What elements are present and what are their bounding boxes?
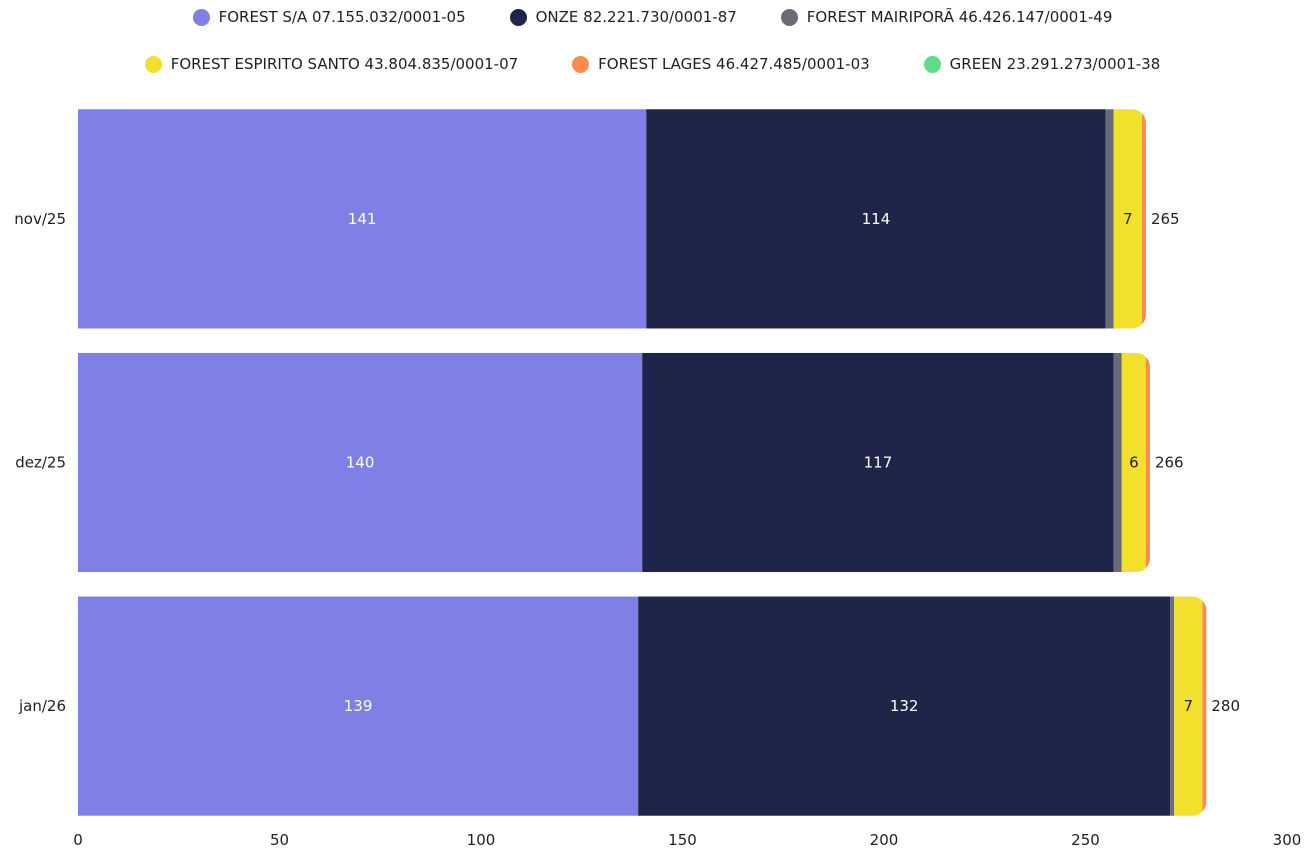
legend-row-2: FOREST ESPIRITO SANTO 43.804.835/0001-07… bbox=[0, 55, 1305, 73]
chart-legend: FOREST S/A 07.155.032/0001-05 ONZE 82.22… bbox=[0, 0, 1305, 90]
legend-item[interactable]: GREEN 23.291.273/0001-38 bbox=[923, 55, 1161, 73]
legend-label: FOREST S/A 07.155.032/0001-05 bbox=[218, 8, 466, 26]
category-label: jan/26 bbox=[18, 697, 66, 715]
bar-segment[interactable] bbox=[1170, 596, 1175, 816]
data-label: 141 bbox=[348, 210, 377, 228]
x-tick-label: 300 bbox=[1273, 831, 1302, 849]
bar-segment[interactable] bbox=[1121, 352, 1146, 573]
bar-group bbox=[78, 596, 1207, 816]
legend-label: FOREST MAIRIPORÃ 46.426.147/0001-49 bbox=[806, 8, 1113, 26]
bar-segment[interactable] bbox=[1202, 596, 1207, 816]
legend-swatch bbox=[509, 8, 527, 26]
bar-segment[interactable] bbox=[78, 596, 639, 816]
data-label: 114 bbox=[862, 210, 891, 228]
legend-label: FOREST ESPIRITO SANTO 43.804.835/0001-07 bbox=[170, 55, 519, 73]
data-label: 6 bbox=[1129, 454, 1139, 472]
total-label: 265 bbox=[1151, 210, 1180, 228]
bar-group bbox=[78, 352, 1150, 573]
x-tick-label: 100 bbox=[467, 831, 496, 849]
category-label: dez/25 bbox=[15, 454, 66, 472]
x-tick-label: 50 bbox=[270, 831, 289, 849]
legend-item[interactable]: FOREST LAGES 46.427.485/0001-03 bbox=[572, 55, 870, 73]
legend-row-1: FOREST S/A 07.155.032/0001-05 ONZE 82.22… bbox=[0, 8, 1305, 26]
x-tick-label: 250 bbox=[1071, 831, 1100, 849]
legend-label: ONZE 82.221.730/0001-87 bbox=[535, 8, 737, 26]
bar-segment[interactable] bbox=[78, 109, 647, 329]
legend-item[interactable]: FOREST S/A 07.155.032/0001-05 bbox=[192, 8, 466, 26]
bar-segment[interactable] bbox=[1113, 109, 1142, 329]
bar-segment[interactable] bbox=[78, 352, 643, 573]
legend-item[interactable]: FOREST ESPIRITO SANTO 43.804.835/0001-07 bbox=[144, 55, 519, 73]
data-label: 139 bbox=[344, 697, 373, 715]
x-tick-label: 0 bbox=[73, 831, 83, 849]
bar-segment[interactable] bbox=[1141, 109, 1146, 329]
bar-segment[interactable] bbox=[1145, 352, 1150, 573]
legend-swatch bbox=[780, 8, 798, 26]
legend-item[interactable]: ONZE 82.221.730/0001-87 bbox=[509, 8, 737, 26]
bar-segment[interactable] bbox=[1113, 352, 1122, 573]
total-label: 266 bbox=[1155, 454, 1184, 472]
data-label: 140 bbox=[346, 454, 375, 472]
legend-item[interactable]: FOREST MAIRIPORÃ 46.426.147/0001-49 bbox=[780, 8, 1113, 26]
legend-swatch bbox=[144, 55, 162, 73]
legend-swatch bbox=[923, 55, 941, 73]
data-label: 7 bbox=[1123, 210, 1133, 228]
legend-label: GREEN 23.291.273/0001-38 bbox=[949, 55, 1161, 73]
data-label: 117 bbox=[864, 454, 893, 472]
bar-segment[interactable] bbox=[1105, 109, 1114, 329]
bar-segment[interactable] bbox=[642, 352, 1114, 573]
category-label: nov/25 bbox=[14, 210, 66, 228]
bar-group bbox=[78, 109, 1146, 329]
data-label: 7 bbox=[1183, 697, 1193, 715]
bar-segment[interactable] bbox=[638, 596, 1171, 816]
x-tick-label: 150 bbox=[668, 831, 697, 849]
x-tick-label: 200 bbox=[870, 831, 899, 849]
total-label: 280 bbox=[1211, 697, 1240, 715]
legend-label: FOREST LAGES 46.427.485/0001-03 bbox=[598, 55, 870, 73]
legend-swatch bbox=[192, 8, 210, 26]
legend-swatch bbox=[572, 55, 590, 73]
bar-segment[interactable] bbox=[1174, 596, 1203, 816]
bar-segment[interactable] bbox=[646, 109, 1106, 329]
data-label: 132 bbox=[890, 697, 919, 715]
